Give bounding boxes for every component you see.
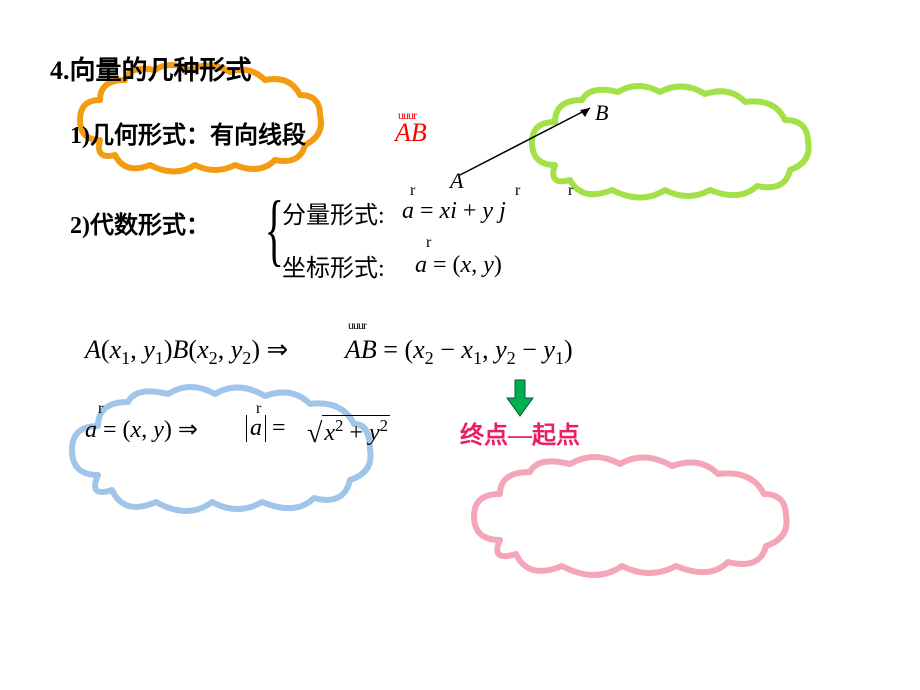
component-form-label: 分量形式: bbox=[282, 195, 385, 230]
formula-magnitude-abs: a = bbox=[246, 415, 286, 442]
r-mark-3: r bbox=[568, 182, 573, 200]
down-arrow-icon bbox=[505, 378, 535, 418]
formula-ab-hat: uuur bbox=[348, 318, 366, 333]
annotation-text: 终点—起点 bbox=[460, 415, 580, 450]
r-mark-4: r bbox=[426, 234, 431, 252]
coord-form-label: 坐标形式: bbox=[282, 248, 385, 283]
item2-label: 2)代数形式： bbox=[70, 205, 210, 240]
coord-eq: a = (x, y) bbox=[415, 252, 502, 279]
formula-sqrt: √x2 + y2 bbox=[307, 415, 390, 448]
formula-ab-vec: AB = (x2 − x1, y2 − y1) bbox=[345, 335, 573, 369]
formula-magnitude-lhs: a = (x, y) ⇒ bbox=[85, 415, 198, 444]
formula-points: A(x1, y1)B(x2, y2) ⇒ bbox=[85, 335, 288, 369]
brace: { bbox=[265, 185, 284, 276]
component-eq: a = xi + y j bbox=[402, 198, 506, 225]
r-mark-2: r bbox=[515, 182, 520, 200]
point-a-label: A bbox=[450, 168, 463, 194]
point-b-label: B bbox=[595, 100, 608, 126]
